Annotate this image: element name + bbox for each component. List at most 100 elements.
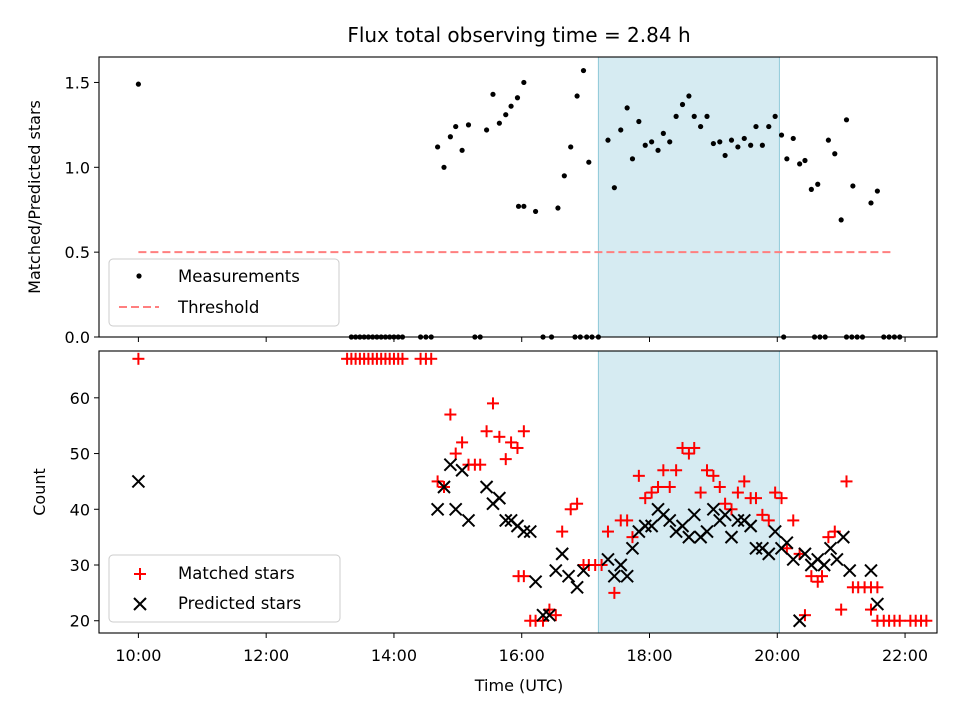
predicted-star-point [131,474,146,489]
bottom-legend: Matched stars Predicted stars [108,554,341,623]
top-legend: Measurements Threshold [108,258,340,327]
measurement-point [808,186,814,192]
matched-star-point [474,458,487,471]
x-axis-label: Time (UTC) [474,676,563,695]
x-tick-label: 14:00 [371,646,417,665]
measurement-point [825,137,831,143]
matched-star-point [822,531,835,544]
predicted-star-point [437,480,451,494]
x-tick-label: 18:00 [626,646,672,665]
matched-star-point [738,475,751,488]
legend-matched-label: Matched stars [178,564,295,583]
predicted-star-point [430,502,445,516]
x-tick-label: 10:00 [115,646,161,665]
measurement-point [483,127,490,133]
predicted-star-point [479,480,494,494]
predicted-star-point [542,608,557,622]
predicted-star-point [620,569,634,583]
matched-star-point [132,352,145,365]
predicted-star-point [607,569,622,583]
predicted-star-point [792,614,807,628]
measurement-point [586,159,592,165]
predicted-star-point [706,502,721,516]
predicted-star-point [718,508,732,522]
measurement-point [496,120,502,126]
bottom-y-axis-label: Count [30,468,49,516]
matched-star-point [493,430,506,443]
measurement-point [874,188,880,194]
measurement-point [642,142,648,148]
predicted-star-point [700,524,714,539]
predicted-star-point [601,552,615,567]
measurement-point [465,122,472,128]
bottom-y-tick-label: 30 [70,556,90,575]
predicted-star-point [449,502,463,516]
matched-star-point [805,570,818,583]
matched-star-point [816,570,829,583]
bottom-y-tick-label: 20 [70,612,90,631]
measurement-point [532,208,539,215]
legend-threshold-label: Threshold [177,298,259,317]
matched-star-point [840,475,853,488]
matched-star-point [396,352,409,365]
measurement-point [611,185,617,191]
predicted-star-point [798,547,812,561]
matched-star-point [694,486,707,499]
top-y-tick-label: 1.0 [65,158,90,177]
measurement-point [753,123,759,130]
predicted-star-point [786,552,800,567]
top-ticks: 0.0 0.5 1.0 1.5 [65,73,906,347]
measurement-point [636,118,642,125]
measurement-point [521,203,527,209]
matched-star-point [499,453,512,466]
measurement-point [704,113,710,119]
predicted-star-point [724,530,739,544]
measurement-point [435,144,441,150]
measurement-point [778,132,785,138]
measurement-point [568,144,574,150]
matched-star-point [425,352,438,365]
measurement-point [784,156,790,162]
measurement-point [514,95,521,101]
legend-predicted-label: Predicted stars [178,594,301,613]
measurement-point [605,137,611,143]
measurement-point [728,137,735,143]
measurement-point [561,173,567,179]
matched-star-point [670,464,683,477]
x-tick-label: 16:00 [499,646,545,665]
measurement-point [673,113,679,119]
top-y-tick-label: 0.0 [65,328,90,347]
predicted-star-point [499,513,513,528]
measurement-point [580,67,587,74]
matched-star-point [731,486,744,499]
bottom-y-tick-label: 40 [70,500,90,519]
measurement-point [741,135,747,142]
legend-predicted-marker [133,597,147,611]
measurement-point [790,135,796,142]
measurement-point [515,203,522,209]
measurement-point [691,113,697,119]
predicted-star-point [443,457,458,472]
predicted-star-point [492,491,507,505]
matched-star-point [556,525,569,538]
matched-star-point [835,603,848,616]
matched-star-point [601,525,614,538]
predicted-star-point [864,563,878,578]
matched-star-point [652,480,665,493]
matched-star-point [505,436,518,449]
predicted-star-point [644,519,659,533]
matched-star-point [449,447,462,460]
top-y-axis-label: Matched/Predicted stars [25,100,44,294]
matched-star-point [762,514,775,527]
matched-star-point [893,614,906,627]
matched-star-point [688,441,701,454]
predicted-star-point [663,513,677,528]
measurement-point [759,142,765,148]
matched-star-point [456,436,469,449]
measurement-point [574,93,580,99]
measurement-point [649,139,655,145]
matched-star-point [707,469,720,482]
matched-star-point [663,480,676,493]
x-tick-label: 20:00 [754,646,800,665]
